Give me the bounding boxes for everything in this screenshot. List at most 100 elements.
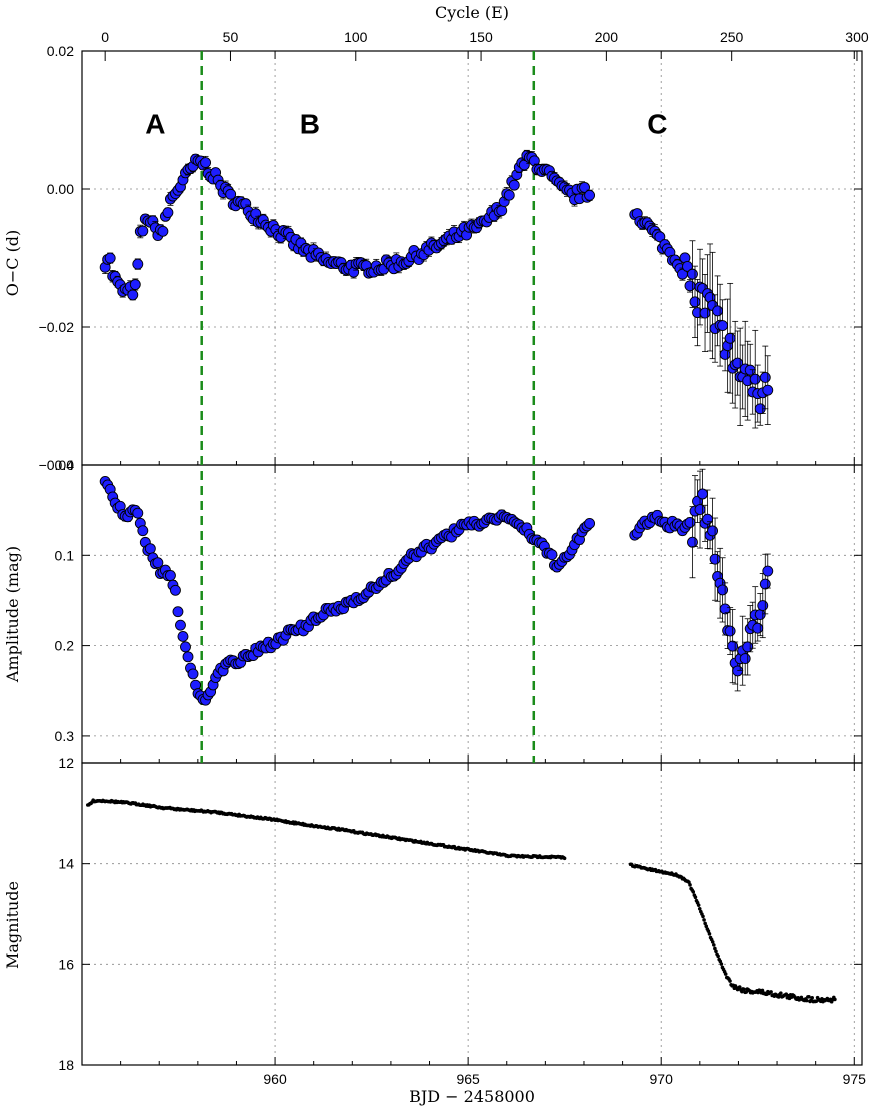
data-point [724, 332, 736, 344]
stage-label-b: B [300, 108, 320, 139]
ytick-label-magnitude: 18 [58, 1057, 74, 1073]
grid-lines [82, 51, 862, 1065]
data-point [104, 252, 116, 264]
series-magnitude [85, 798, 837, 1004]
data-point [716, 954, 720, 959]
data-point [182, 651, 194, 663]
stage-label-c: C [647, 108, 667, 139]
xtick-label: 960 [263, 1071, 287, 1087]
data-point [684, 280, 696, 292]
data-point [503, 189, 515, 201]
data-point [732, 665, 744, 677]
data-point [697, 488, 708, 500]
data-point [707, 932, 712, 936]
data-point [162, 207, 174, 219]
data-point [688, 883, 692, 887]
ytick-label-amplitude: 0.2 [55, 638, 75, 654]
series-oc [99, 149, 774, 429]
data-point [152, 557, 164, 569]
data-point [712, 943, 716, 947]
ytick-label-oc: 0.00 [47, 181, 74, 197]
data-point [132, 258, 144, 270]
data-point [717, 584, 729, 596]
ytick-label-magnitude: 14 [58, 856, 74, 872]
ytick-label-amplitude: 0.1 [55, 547, 75, 563]
data-point [833, 997, 837, 1002]
data-points [85, 149, 837, 1004]
ytick-label-oc: −0.02 [39, 319, 75, 335]
data-point [769, 990, 773, 994]
data-point [691, 890, 696, 894]
data-point [754, 609, 766, 620]
data-point [689, 296, 701, 308]
data-point [684, 516, 696, 528]
data-point [546, 549, 558, 561]
data-point [157, 225, 169, 237]
top-tick-label: 50 [223, 29, 239, 45]
data-point [187, 668, 199, 680]
axes: 0.02 0.00 −0.02 −0.040.0 0.1 0.2 0.3 12 14 16 18 96… [39, 29, 869, 1087]
data-point [744, 364, 756, 376]
xtick-label: 965 [456, 1071, 480, 1087]
xtick-label: 975 [843, 1071, 867, 1087]
data-point [739, 653, 751, 665]
data-point [172, 606, 184, 618]
plot-frame [81, 50, 863, 1066]
data-point [744, 990, 749, 994]
data-point [759, 578, 771, 590]
ytick-label-amplitude: 0.0 [55, 457, 75, 473]
oc-ylabel: O−C (d) [3, 230, 22, 297]
xtick-label: 970 [650, 1071, 674, 1087]
data-point [742, 987, 746, 992]
data-point [699, 307, 711, 319]
top-tick-label: 150 [469, 29, 493, 45]
data-point [175, 619, 186, 631]
bottom-axis-title: BJD − 2458000 [409, 1087, 535, 1106]
data-point [694, 504, 706, 516]
data-point [687, 536, 698, 548]
data-point [164, 570, 176, 581]
data-point [508, 179, 520, 191]
data-point [169, 584, 181, 596]
data-point [723, 972, 728, 976]
data-point [584, 518, 596, 529]
panel-frame-magnitude [81, 762, 863, 1066]
ytick-label-oc: 0.02 [47, 43, 74, 59]
data-point [127, 289, 139, 301]
data-point [713, 946, 717, 951]
top-tick-label: 300 [845, 29, 869, 45]
data-point [804, 998, 809, 1003]
data-point [710, 940, 715, 944]
top-tick-label: 100 [344, 29, 368, 45]
labels: Cycle (E) BJD − 2458000 O−C (d) Amplitud… [3, 3, 667, 1106]
ytick-label-oc: −0.04 [39, 457, 75, 473]
vertical-markers [200, 51, 536, 763]
data-point [740, 989, 744, 994]
data-point [709, 553, 721, 565]
data-point [749, 373, 761, 385]
data-point [760, 988, 765, 993]
data-point [702, 513, 713, 525]
data-point [144, 543, 156, 555]
data-point [752, 622, 764, 634]
data-point [654, 231, 666, 243]
data-point [742, 641, 754, 653]
data-point [810, 995, 814, 1000]
data-point [762, 384, 774, 396]
top-tick-label: 200 [595, 29, 619, 45]
ytick-label-magnitude: 16 [58, 956, 74, 972]
data-point [701, 914, 705, 919]
data-point [728, 979, 732, 983]
top-tick-label: 250 [720, 29, 744, 45]
data-point [707, 525, 719, 537]
panel-frame-amplitude [81, 464, 863, 764]
data-point [129, 279, 141, 290]
data-point [584, 189, 596, 201]
amplitude-ylabel: Amplitude (mag) [3, 546, 22, 683]
data-point [704, 924, 709, 929]
data-point [696, 903, 701, 907]
data-point [137, 525, 149, 537]
data-point [702, 918, 706, 922]
data-point [759, 371, 771, 383]
